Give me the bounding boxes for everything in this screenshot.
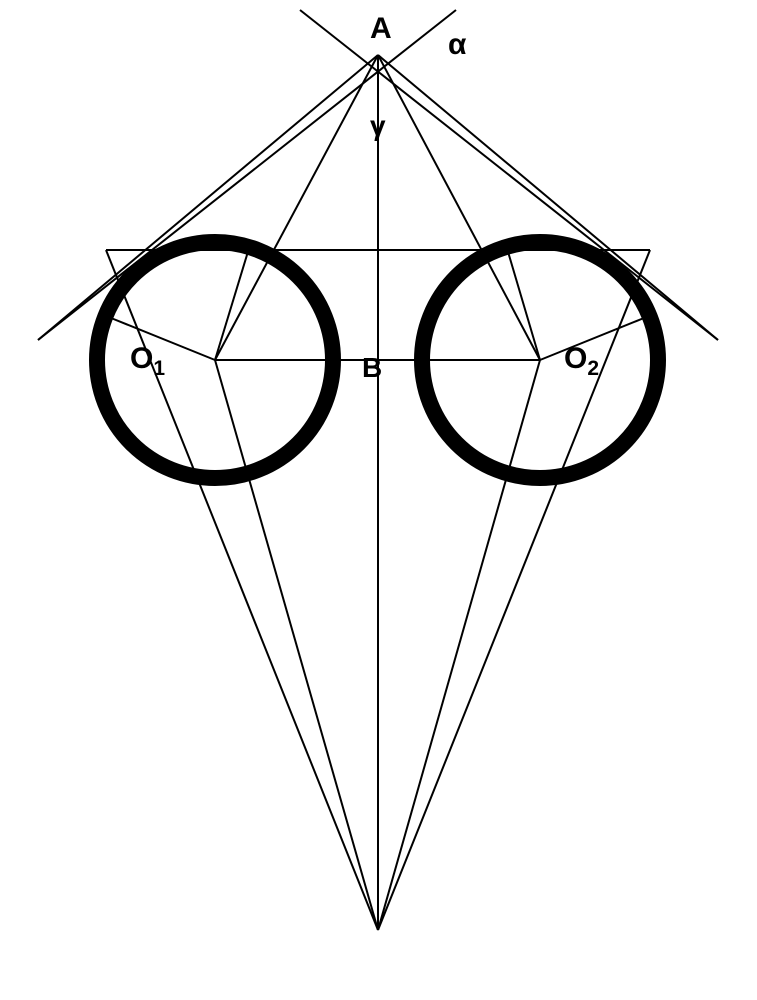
line-O2-tangent_right_top (506, 245, 540, 360)
construction-lines (38, 10, 718, 930)
line-A-top_right_ext (378, 55, 718, 340)
line-A-top_left_ext (38, 55, 378, 340)
label-gamma: γ (370, 110, 386, 142)
line-A-O1 (215, 55, 378, 360)
label-O1: O1 (130, 342, 165, 381)
label-B: B (362, 352, 382, 384)
line-A-O2 (378, 55, 540, 360)
line-cross_right-top_left_ext (38, 10, 456, 340)
label-O2: O2 (564, 342, 599, 381)
label-A: A (370, 12, 392, 46)
line-cross_left-top_right_ext (300, 10, 718, 340)
geometry-diagram (0, 0, 757, 1000)
label-alpha: α (448, 28, 466, 62)
